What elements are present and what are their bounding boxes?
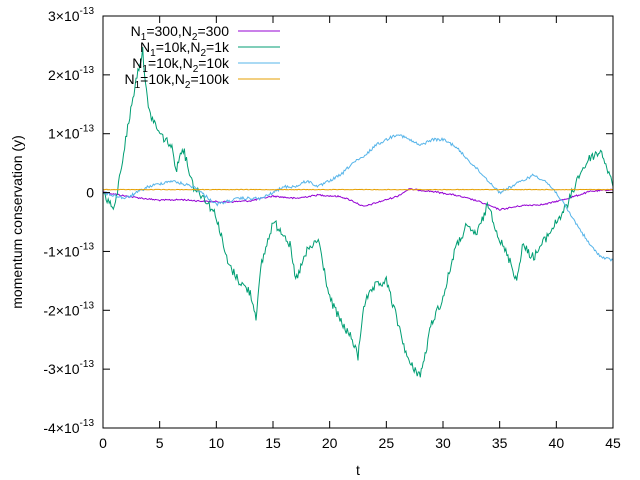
legend-label-2: N1=10k,N2=1k xyxy=(140,39,230,59)
y-tick-base: ×10 xyxy=(56,361,80,377)
y-tick-label: 3×10-13 xyxy=(48,6,94,24)
x-tick-label: 10 xyxy=(209,435,225,451)
legend-text: =10k,N xyxy=(148,55,193,71)
plot-lines xyxy=(102,46,614,378)
legend-label-1: N1=300,N2=300 xyxy=(131,23,230,43)
y-axis-ticks: 3×10-132×10-131×10-130-1×10-13-2×10-13-3… xyxy=(43,6,613,436)
legend-subscript: 2 xyxy=(193,64,199,75)
x-tick-label: 45 xyxy=(605,435,621,451)
x-tick-label: 5 xyxy=(156,435,164,451)
legend-text: =1k xyxy=(206,39,230,55)
plot-frame xyxy=(102,15,614,429)
y-tick-exponent: -13 xyxy=(80,6,95,17)
x-axis-label: t xyxy=(356,462,360,478)
x-tick-label: 35 xyxy=(492,435,508,451)
x-tick-label: 25 xyxy=(379,435,395,451)
y-tick-exponent: -13 xyxy=(80,359,95,370)
legend-subscript: 2 xyxy=(185,80,191,91)
legend-text: N xyxy=(132,55,142,71)
y-tick-exponent: -13 xyxy=(80,241,95,252)
x-tick-label: 15 xyxy=(265,435,281,451)
x-tick-label: 0 xyxy=(99,435,107,451)
y-tick-mantissa: -2 xyxy=(43,302,56,318)
legend-subscript: 2 xyxy=(192,32,198,43)
y-tick-base: ×10 xyxy=(56,420,80,436)
legend-label-4: N1=10k,N2=100k xyxy=(124,71,230,91)
y-tick-exponent: -13 xyxy=(80,300,95,311)
series-line-3 xyxy=(102,134,614,262)
legend-subscript: 1 xyxy=(141,32,147,43)
y-tick-label: -2×10-13 xyxy=(43,300,94,318)
y-tick-label: 1×10-13 xyxy=(48,124,94,142)
y-tick-label: -1×10-13 xyxy=(43,241,94,259)
legend: N1=300,N2=300N1=10k,N2=1kN1=10k,N2=10kN1… xyxy=(124,23,280,91)
y-tick-base: ×10 xyxy=(56,8,80,24)
y-tick-base: ×10 xyxy=(56,126,80,142)
x-tick-label: 20 xyxy=(322,435,338,451)
legend-subscript: 1 xyxy=(135,80,141,91)
y-tick-mantissa: 3 xyxy=(48,8,56,24)
legend-subscript: 1 xyxy=(142,64,148,75)
y-tick-mantissa: 1 xyxy=(48,126,56,142)
series-line-2 xyxy=(102,46,614,378)
y-tick-exponent: -13 xyxy=(80,124,95,135)
x-tick-label: 40 xyxy=(549,435,565,451)
y-tick-mantissa: -4 xyxy=(43,420,56,436)
y-tick-base: ×10 xyxy=(56,302,80,318)
y-tick-label: 2×10-13 xyxy=(48,65,94,83)
y-axis-label: momentum conservation (y) xyxy=(9,135,25,309)
y-tick-base: ×10 xyxy=(56,67,80,83)
legend-text: N xyxy=(124,71,134,87)
x-axis-ticks: 0 5 10 15 20 25 30 35 40 45 xyxy=(99,16,621,451)
y-tick-mantissa: 0 xyxy=(86,185,94,201)
y-tick-base: ×10 xyxy=(56,243,80,259)
legend-text: =10k xyxy=(198,55,230,71)
y-tick-mantissa: -1 xyxy=(43,243,56,259)
legend-subscript: 2 xyxy=(200,48,206,59)
legend-text: =300 xyxy=(197,23,229,39)
legend-text: =10k,N xyxy=(140,71,185,87)
x-tick-label: 30 xyxy=(435,435,451,451)
y-tick-exponent: -13 xyxy=(80,65,95,76)
legend-text: =10k,N xyxy=(156,39,201,55)
y-tick-label: 0 xyxy=(86,185,94,201)
series-line-4 xyxy=(102,188,614,191)
y-tick-label: -4×10-13 xyxy=(43,418,94,436)
legend-text: =100k xyxy=(190,71,230,87)
legend-text: =300,N xyxy=(146,23,192,39)
series-line-1 xyxy=(102,188,614,211)
y-tick-exponent: -13 xyxy=(80,418,95,429)
legend-text: N xyxy=(131,23,141,39)
legend-text: N xyxy=(140,39,150,55)
y-tick-mantissa: 2 xyxy=(48,67,56,83)
legend-label-3: N1=10k,N2=10k xyxy=(132,55,230,75)
legend-subscript: 1 xyxy=(150,48,156,59)
y-tick-label: -3×10-13 xyxy=(43,359,94,377)
y-tick-mantissa: -3 xyxy=(43,361,56,377)
